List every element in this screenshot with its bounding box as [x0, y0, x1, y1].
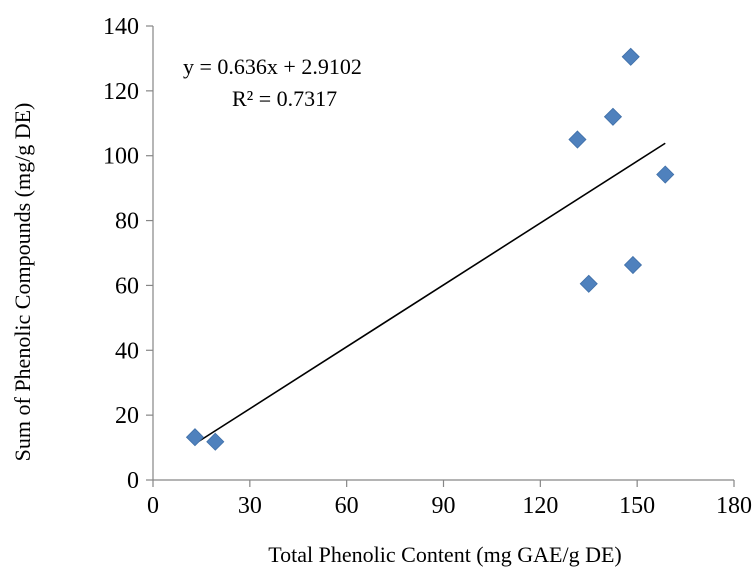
- y-tick-label: 0: [127, 468, 139, 494]
- y-tick-label: 60: [115, 273, 139, 299]
- x-tick-label: 150: [619, 493, 655, 519]
- x-tick-label: 0: [147, 493, 159, 519]
- y-tick-label: 40: [115, 338, 139, 364]
- y-tick-label: 120: [103, 79, 139, 105]
- trendline-r2: R² = 0.7317: [232, 86, 337, 111]
- data-point: [623, 255, 643, 275]
- x-tick-label: 180: [716, 493, 752, 519]
- data-point: [579, 274, 598, 293]
- y-tick-label: 140: [103, 14, 139, 40]
- x-tick-label: 90: [432, 493, 456, 519]
- x-axis-ticks: 0 30 60 90 120 150 180: [147, 480, 752, 519]
- data-point: [185, 428, 205, 447]
- y-tick-label: 20: [115, 403, 139, 429]
- x-tick-label: 120: [522, 493, 558, 519]
- data-point: [621, 47, 640, 66]
- data-point: [603, 107, 623, 126]
- x-axis-title: Total Phenolic Content (mg GAE/g DE): [268, 542, 621, 567]
- data-point: [656, 165, 675, 184]
- y-tick-label: 80: [115, 209, 139, 235]
- data-point: [568, 130, 587, 149]
- y-tick-label: 100: [103, 144, 139, 170]
- trendline-equation: y = 0.636x + 2.9102: [183, 54, 362, 79]
- y-axis-ticks: 0 20 40 60 80 100 120 140: [103, 14, 153, 494]
- trendline: [194, 142, 666, 445]
- data-point: [206, 432, 225, 451]
- x-tick-label: 30: [238, 493, 262, 519]
- y-axis-title: Sum of Phenolic Compounds (mg/g DE): [10, 103, 35, 462]
- data-points: [185, 47, 675, 451]
- x-tick-label: 60: [335, 493, 359, 519]
